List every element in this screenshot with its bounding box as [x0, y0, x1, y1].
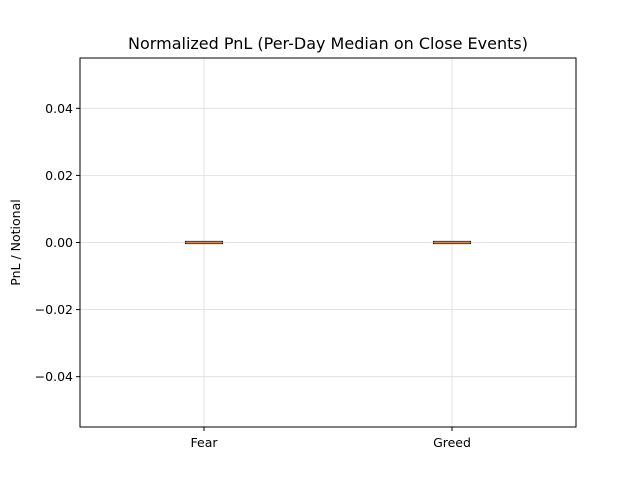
x-tick-label: Fear — [191, 435, 219, 450]
box-plots — [184, 240, 471, 245]
x-tick-label: Greed — [433, 435, 471, 450]
y-tick-label: 0.00 — [45, 235, 73, 250]
y-tick-label: −0.02 — [35, 302, 73, 317]
chart-title: Normalized PnL (Per-Day Median on Close … — [128, 34, 528, 53]
y-tick-label: 0.02 — [45, 168, 73, 183]
y-tick-label: 0.04 — [45, 101, 73, 116]
y-tick-label: −0.04 — [35, 369, 73, 384]
y-axis-label: PnL / Notional — [8, 199, 23, 285]
x-axis: Fear Greed — [191, 427, 471, 450]
box-plot-fear — [184, 240, 223, 245]
y-axis: −0.04 −0.02 0.00 0.02 0.04 — [35, 101, 80, 384]
box-plot-greed — [432, 240, 471, 245]
